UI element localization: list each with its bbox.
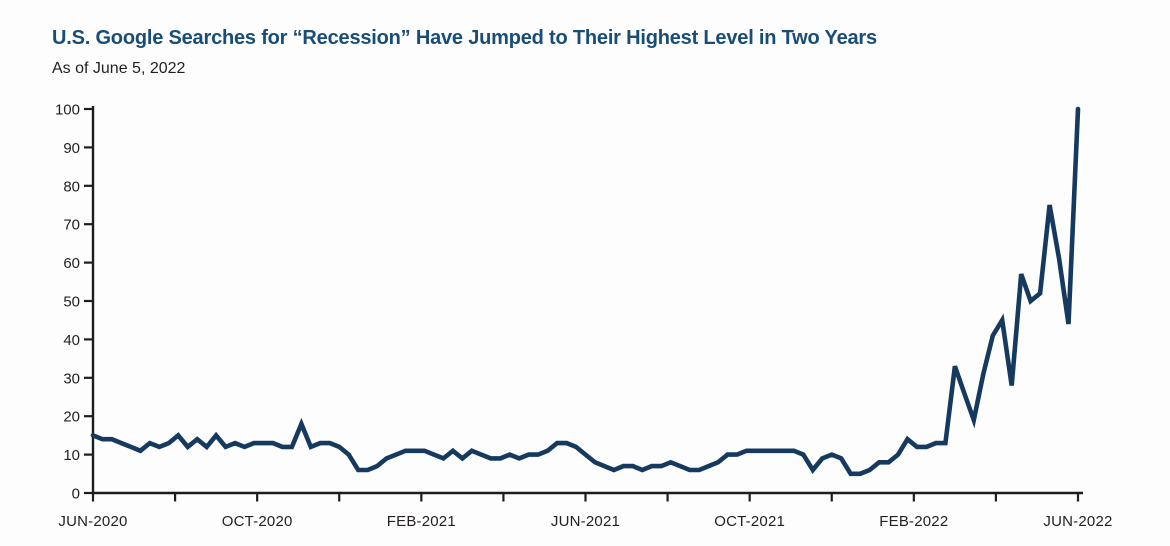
y-tick-label: 80 [63, 178, 80, 195]
x-tick-label: FEB-2022 [879, 513, 948, 530]
y-tick-label: 50 [63, 294, 80, 311]
y-axis-ticks: 0 10 20 30 40 50 60 70 80 90 100 [55, 102, 93, 503]
y-tick-label: 0 [72, 486, 80, 503]
x-axis-labels: JUN-2020 OCT-2020 FEB-2021 JUN-2021 OCT-2021… [58, 513, 1112, 530]
y-tick-label: 100 [55, 102, 80, 119]
y-tick-label: 30 [63, 370, 80, 387]
x-tick-label: JUN-2022 [1043, 513, 1112, 530]
axes [91, 106, 1083, 495]
y-tick-label: 10 [63, 447, 80, 464]
x-tick-label: JUN-2021 [551, 513, 620, 530]
x-tick-label: OCT-2021 [714, 513, 785, 530]
y-tick-label: 40 [63, 332, 80, 349]
x-axis-ticks [91, 493, 1080, 502]
x-tick-label: JUN-2020 [58, 513, 127, 530]
x-tick-label: FEB-2021 [387, 513, 456, 530]
series [90, 106, 1081, 477]
y-tick-label: 60 [63, 255, 80, 272]
y-tick-label: 20 [63, 409, 80, 426]
chart-title: U.S. Google Searches for “Recession” Hav… [52, 27, 877, 49]
x-tick-label: OCT-2020 [222, 513, 293, 530]
chart-subtitle: As of June 5, 2022 [52, 60, 186, 77]
data-line [90, 106, 1081, 477]
y-tick-label: 90 [63, 140, 80, 157]
y-tick-label: 70 [63, 217, 80, 234]
